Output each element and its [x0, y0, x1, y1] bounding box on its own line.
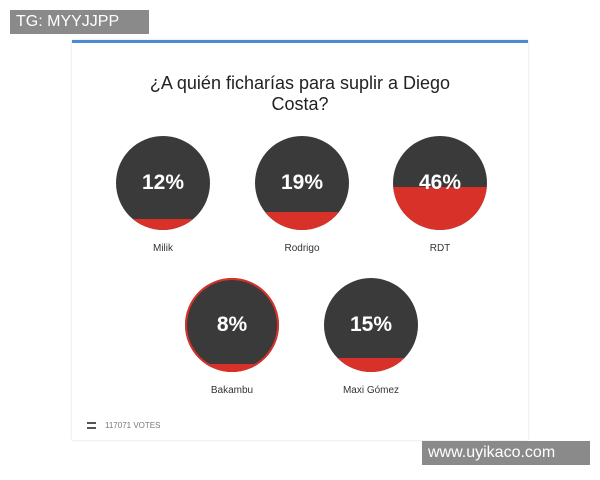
watermark: www.uyikaco.com — [422, 441, 590, 465]
percent-label: 19% — [280, 171, 324, 194]
option-avatar[interactable]: 12% — [116, 136, 210, 230]
percent-fill — [185, 364, 279, 372]
option-name: Milik — [153, 243, 173, 254]
option-name: RDT — [429, 243, 451, 254]
percent-label: 12% — [141, 171, 185, 194]
option-name: Rodrigo — [284, 243, 320, 254]
question: ¿A quién ficharías para suplir a Diego C… — [149, 73, 451, 114]
percent-label: 46% — [418, 171, 462, 194]
percent-fill — [116, 218, 210, 230]
option-avatar[interactable]: 46% — [393, 136, 487, 230]
watermark: TG: MYYJJPP — [10, 10, 149, 34]
poll-card: ¿A quién ficharías para suplir a Diego C… — [72, 40, 528, 440]
option-name: Maxi Gómez — [342, 385, 400, 396]
percent-label: 8% — [216, 313, 248, 336]
option-name: Bakambu — [210, 385, 254, 396]
percent-fill — [324, 357, 418, 372]
percent-fill — [393, 186, 487, 230]
option-avatar[interactable]: 8% — [185, 278, 279, 372]
votes-icon — [87, 422, 96, 429]
option-avatar[interactable]: 19% — [255, 136, 349, 230]
percent-label: 15% — [349, 313, 393, 336]
option-avatar[interactable]: 15% — [324, 278, 418, 372]
percent-fill — [255, 212, 349, 230]
vote-count: 117071 VOTES — [105, 421, 161, 430]
